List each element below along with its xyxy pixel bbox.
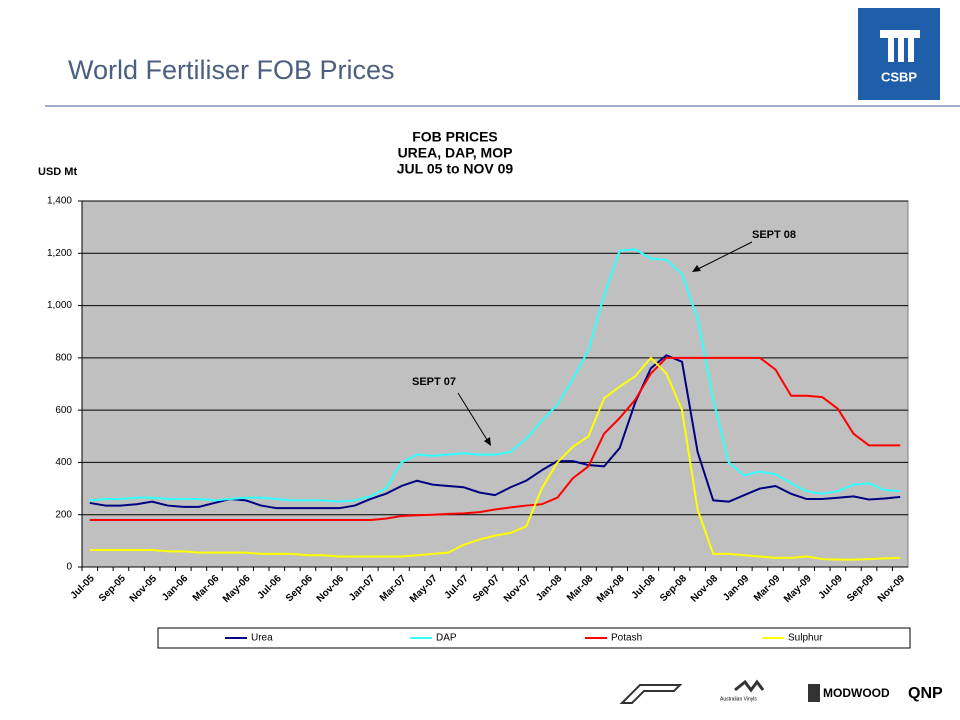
chart-title: JUL 05 to NOV 09 xyxy=(397,161,514,177)
x-tick-label: Nov-05 xyxy=(128,573,160,605)
x-tick-label: Jul-06 xyxy=(256,573,285,602)
x-tick-label: Sep-07 xyxy=(471,573,502,604)
y-tick-label: 1,200 xyxy=(47,248,72,259)
x-tick-label: Nov-09 xyxy=(876,573,908,605)
legend-label: Potash xyxy=(611,633,642,644)
x-tick-label: Jul-07 xyxy=(443,573,472,602)
legend-label: DAP xyxy=(436,633,457,644)
x-tick-label: May-07 xyxy=(408,573,440,605)
y-axis-label: USD Mt xyxy=(38,166,77,178)
slide-title: World Fertiliser FOB Prices xyxy=(68,55,395,85)
x-tick-label: Mar-08 xyxy=(565,573,596,604)
legend-label: Sulphur xyxy=(788,633,823,644)
x-tick-label: Nov-08 xyxy=(689,573,721,605)
x-tick-label: Jan-07 xyxy=(347,573,377,603)
annotation: SEPT 08 xyxy=(752,229,796,241)
x-tick-label: Jul-05 xyxy=(69,573,98,602)
y-tick-label: 200 xyxy=(55,509,72,520)
x-tick-label: Jul-09 xyxy=(817,573,846,602)
chart-title: UREA, DAP, MOP xyxy=(398,145,513,161)
annotation: SEPT 07 xyxy=(412,376,456,388)
x-tick-label: May-08 xyxy=(595,573,627,605)
plot-area xyxy=(81,200,909,568)
arrow-head xyxy=(484,437,491,446)
legend-label: Urea xyxy=(251,633,273,644)
x-tick-label: Sep-09 xyxy=(845,573,876,604)
y-tick-label: 1,000 xyxy=(47,300,72,311)
logo-text: QNP xyxy=(908,685,943,702)
x-tick-label: Mar-07 xyxy=(378,573,409,604)
y-tick-label: 600 xyxy=(55,405,72,416)
x-tick-label: May-06 xyxy=(221,573,253,605)
legend xyxy=(157,627,911,649)
x-tick-label: Jan-09 xyxy=(721,573,751,603)
chart-title: FOB PRICES xyxy=(412,129,498,145)
x-tick-label: Nov-06 xyxy=(315,573,347,605)
series-line xyxy=(89,356,901,521)
annotation-arrow xyxy=(457,392,490,444)
annotation-arrow xyxy=(693,241,753,272)
x-tick-label: Jan-06 xyxy=(160,573,190,603)
y-tick-label: 400 xyxy=(55,457,72,468)
x-tick-label: Sep-06 xyxy=(284,573,315,604)
x-tick-label: Nov-07 xyxy=(502,573,534,605)
series-line xyxy=(89,248,901,503)
x-tick-label: Mar-06 xyxy=(191,573,222,604)
vinyls-mark xyxy=(734,679,765,693)
y-tick-label: 1,400 xyxy=(47,196,72,207)
logo-text: Australian Vinyls xyxy=(720,696,757,702)
x-tick-label: Mar-09 xyxy=(752,573,783,604)
logo-text: MODWOOD xyxy=(823,686,890,700)
y-tick-label: 0 xyxy=(66,562,72,573)
arrow-head xyxy=(692,265,701,272)
x-tick-label: Sep-05 xyxy=(97,573,128,604)
footer-logos: Australian Vinyls MODWOOD QNP xyxy=(619,679,943,704)
aga-logo xyxy=(619,684,683,704)
logo-text: CSBP xyxy=(881,69,917,84)
x-tick-label: Jan-08 xyxy=(534,573,564,603)
x-tick-label: May-09 xyxy=(782,573,814,605)
x-tick-label: Jul-08 xyxy=(630,573,659,602)
csbp-logo: CSBP xyxy=(858,8,940,100)
series-line xyxy=(89,356,901,561)
x-tick-label: Sep-08 xyxy=(658,573,689,604)
modwood-mark xyxy=(808,684,820,702)
y-tick-label: 800 xyxy=(55,352,72,363)
logo-mark xyxy=(880,30,920,62)
